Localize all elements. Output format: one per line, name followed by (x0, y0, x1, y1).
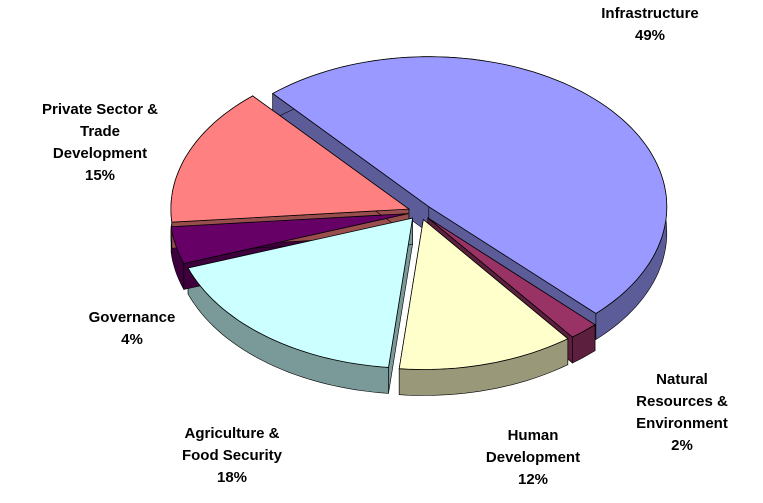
slice (187, 217, 414, 368)
slice (170, 213, 409, 264)
label-line: Natural (656, 371, 708, 388)
slice-value-label: 4% (121, 331, 143, 348)
label-line: Food Security (182, 447, 283, 464)
label-line: Resources & (636, 393, 728, 410)
slice-value-label: 18% (217, 469, 247, 486)
slice-value-label: 12% (518, 471, 548, 488)
label-line: Governance (89, 309, 176, 326)
label-line: Trade (80, 123, 120, 140)
slice (271, 56, 668, 314)
slice (427, 217, 596, 338)
label-line: Private Sector & (42, 101, 158, 118)
slice (398, 218, 569, 370)
label-line: Human (508, 427, 559, 444)
slice-label: Natural Resources & Environment (636, 371, 728, 432)
label-line: Agriculture & (184, 425, 279, 442)
label-line: Infrastructure (601, 5, 699, 22)
slice-label: Infrastructure (601, 5, 699, 22)
slice-value-label: 15% (85, 167, 115, 184)
slice (170, 95, 411, 223)
label-line: Development (53, 145, 147, 162)
label-line: Development (486, 449, 580, 466)
slice-label: Governance (89, 309, 176, 326)
slice-value-label: 49% (635, 27, 665, 44)
slice-value-label: 2% (671, 437, 693, 454)
slice-label: Agriculture & Food Security (182, 425, 283, 464)
label-line: Environment (636, 415, 728, 432)
slice-label: Private Sector & Trade Development (42, 101, 158, 162)
slice-label: Human Development (486, 427, 580, 466)
